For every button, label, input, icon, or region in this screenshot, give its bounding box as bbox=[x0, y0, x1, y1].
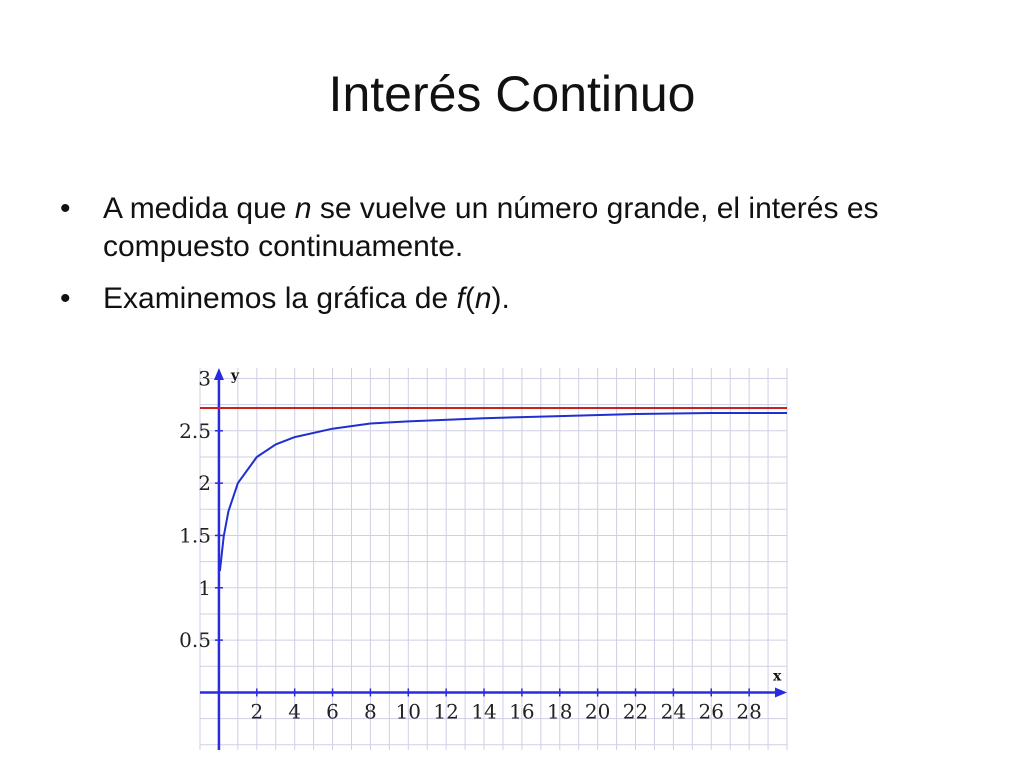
bullet-item-2: • Examinemos la gráfica de f(n). bbox=[60, 280, 980, 318]
x-tick-label: 26 bbox=[699, 699, 724, 723]
axes bbox=[200, 368, 787, 750]
function-f: f bbox=[456, 282, 465, 315]
series-line-curve bbox=[218, 412, 787, 572]
variable-n: n bbox=[294, 192, 312, 225]
x-tick-label: 14 bbox=[471, 699, 496, 723]
y-axis-arrow bbox=[213, 368, 224, 380]
slide-title: Interés Continuo bbox=[328, 66, 696, 122]
x-tick-label: 24 bbox=[661, 699, 686, 723]
variable-n: n bbox=[474, 282, 492, 315]
x-tick-label: 2 bbox=[250, 699, 263, 723]
bullet-text: Examinemos la gráfica de f(n). bbox=[103, 282, 510, 315]
y-tick-label: 2 bbox=[198, 471, 211, 495]
x-tick-label: 20 bbox=[585, 699, 610, 723]
x-axis-arrow bbox=[775, 687, 787, 698]
x-tick-label: 22 bbox=[623, 699, 648, 723]
x-tick-label: 28 bbox=[736, 699, 761, 723]
x-tick-label: 6 bbox=[326, 699, 339, 723]
bullet-list: • A medida que n se vuelve un número gran… bbox=[60, 190, 980, 332]
tick-labels: 2 4 6 8 10 12 14 16 18 20 22 24 26 280.511.522.53 bbox=[179, 366, 762, 723]
x-tick-label: 8 bbox=[364, 699, 377, 723]
y-axis-label: y bbox=[230, 368, 240, 384]
grid bbox=[199, 368, 788, 750]
y-tick-label: 1 bbox=[198, 576, 211, 600]
bullet-item-1: • A medida que n se vuelve un número gran… bbox=[60, 190, 980, 266]
x-axis-label: x bbox=[773, 668, 782, 684]
y-tick-label: 0.5 bbox=[179, 628, 211, 652]
series-group bbox=[200, 407, 787, 572]
x-tick-label: 18 bbox=[547, 699, 572, 723]
x-tick-label: 12 bbox=[433, 699, 458, 723]
bullet-marker: • bbox=[60, 282, 71, 315]
x-tick-label: 10 bbox=[396, 699, 421, 723]
y-tick-label: 2.5 bbox=[179, 419, 211, 443]
bullet-marker: • bbox=[60, 192, 71, 225]
x-tick-label: 4 bbox=[288, 699, 301, 723]
bullet-text: A medida que n se vuelve un número grand… bbox=[103, 192, 879, 263]
y-tick-label: 3 bbox=[198, 366, 211, 390]
x-tick-label: 16 bbox=[509, 699, 534, 723]
y-tick-label: 1.5 bbox=[179, 523, 211, 547]
